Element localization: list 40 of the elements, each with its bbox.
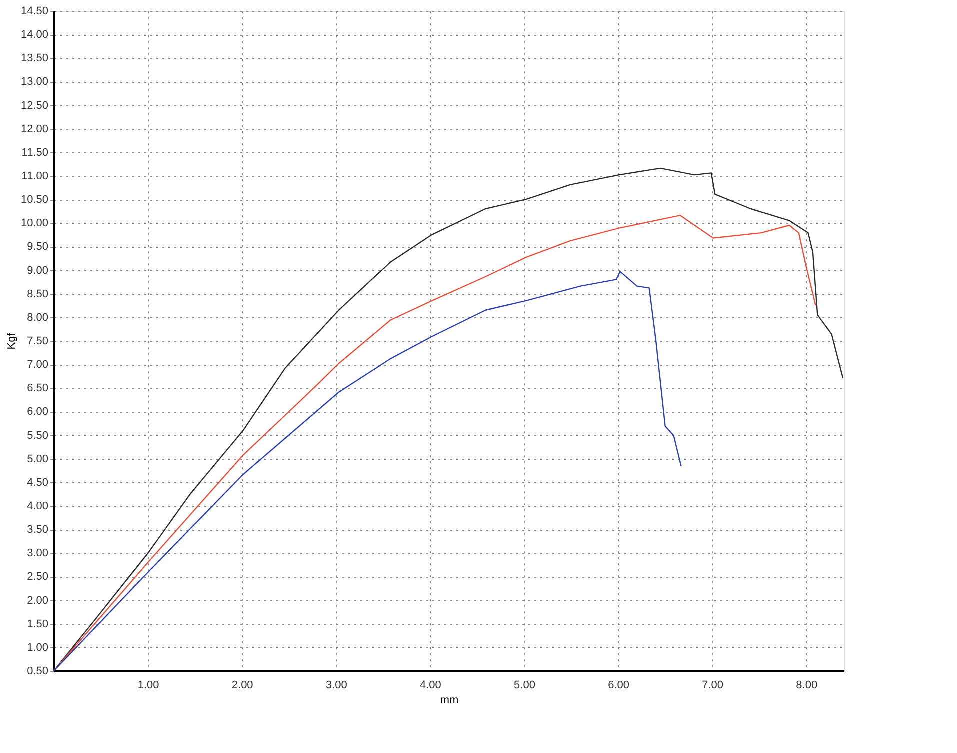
y-tick-label: 5.50 [27,430,48,442]
y-tick-label: 9.50 [27,241,48,254]
x-tick-label: 2.00 [232,680,254,692]
y-tick-label: 7.00 [27,359,48,372]
x-tick-label: 5.00 [514,680,536,692]
y-tick-label: 11.00 [22,170,48,182]
x-tick-label: 6.00 [608,680,630,692]
line-series [53,271,682,672]
y-tick-label: 14.50 [20,6,48,18]
y-tick-label: 3.50 [27,524,48,536]
y-tick-label: 0.50 [27,666,48,678]
y-tick-label: 8.50 [27,288,48,300]
y-tick-label: 6.00 [27,406,48,418]
y-tick-label: 2.00 [27,594,48,607]
y-tick-label: 14.00 [20,29,48,42]
y-tick-label: 9.00 [27,264,48,277]
x-tick-label: 7.00 [702,680,724,692]
y-tick-label: 12.50 [20,100,48,112]
y-tick-label: 5.00 [27,453,48,466]
y-tick-label: 2.50 [27,571,48,584]
y-tick-label: 7.50 [27,336,48,348]
x-tick-label: 3.00 [326,680,348,692]
y-tick-label: 8.00 [27,312,48,324]
y-tick-label: 4.50 [27,476,48,489]
y-tick-label: 10.50 [20,194,48,206]
y-tick-label: 3.00 [27,548,48,560]
y-axis-title: Kgf [6,332,18,350]
y-tick-label: 11.50 [22,146,48,159]
y-tick-label: 4.00 [27,500,48,512]
y-tick-label: 10.00 [20,218,48,230]
y-tick-label: 1.50 [27,618,48,630]
y-tick-label: 12.00 [20,123,48,136]
x-axis-title: mm [440,694,459,706]
x-tick-label: 1.00 [138,680,160,692]
y-tick-label: 6.50 [27,382,48,395]
y-tick-label: 13.00 [20,76,48,88]
y-tick-label: 1.00 [27,642,48,654]
x-tick-label: 4.00 [420,680,442,692]
x-tick-label: 8.00 [796,680,818,692]
y-tick-label: 13.50 [20,52,48,65]
